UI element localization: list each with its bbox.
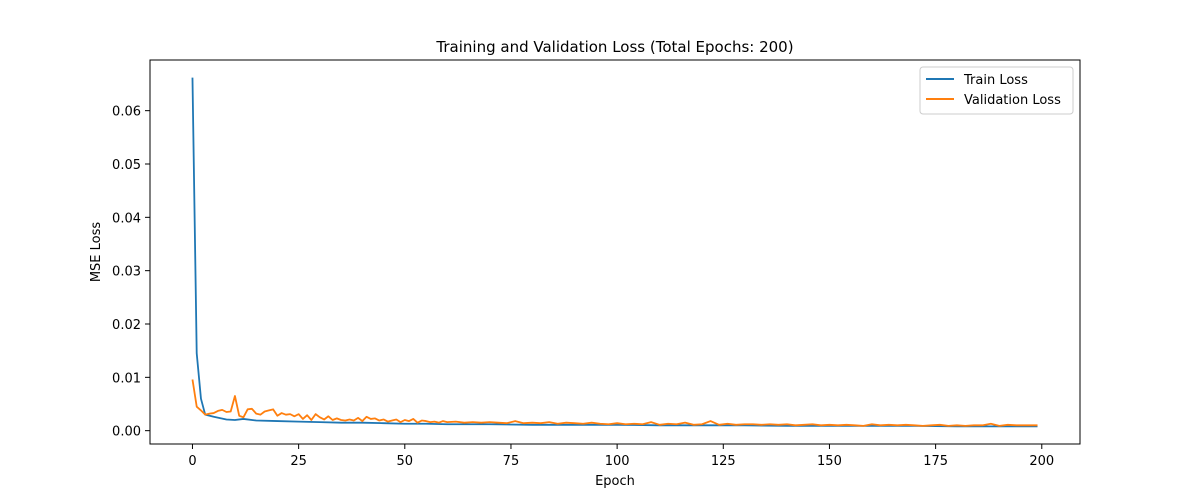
y-axis-ticks: 0.00 0.01 0.02 0.03 0.04 0.05 0.06 xyxy=(112,105,150,440)
y-tick-label: 0.02 xyxy=(112,318,141,333)
plot-frame xyxy=(149,59,1081,445)
plot-series xyxy=(191,77,1038,428)
x-tick-label: 25 xyxy=(290,454,307,469)
x-axis-label: Epoch xyxy=(595,474,635,489)
x-tick-label: 50 xyxy=(397,454,414,469)
series-line-validation-loss xyxy=(191,379,1038,427)
x-axis-ticks: 0 25 50 75 100 125 150 175 200 xyxy=(188,444,1054,469)
y-tick-label: 0.04 xyxy=(112,211,141,226)
y-tick-label: 0.01 xyxy=(112,371,141,386)
y-tick-label: 0.06 xyxy=(112,105,141,120)
x-tick-label: 200 xyxy=(1029,454,1054,469)
x-tick-label: 0 xyxy=(188,454,196,469)
legend-label-train-loss: Train Loss xyxy=(963,73,1028,88)
series-line-train-loss xyxy=(191,77,1038,428)
legend-label-validation-loss: Validation Loss xyxy=(964,93,1061,108)
y-tick-label: 0.05 xyxy=(112,158,141,173)
x-tick-label: 175 xyxy=(923,454,948,469)
x-tick-label: 125 xyxy=(711,454,736,469)
legend-box xyxy=(919,66,1074,115)
x-tick-label: 75 xyxy=(503,454,520,469)
x-tick-label: 100 xyxy=(605,454,630,469)
legend: Train Loss Validation Loss xyxy=(919,66,1074,115)
y-axis-label: MSE Loss xyxy=(89,222,104,283)
y-tick-label: 0.03 xyxy=(112,265,141,280)
x-tick-label: 150 xyxy=(817,454,842,469)
y-tick-label: 0.00 xyxy=(112,425,141,440)
chart-title: Training and Validation Loss (Total Epoc… xyxy=(435,38,793,56)
